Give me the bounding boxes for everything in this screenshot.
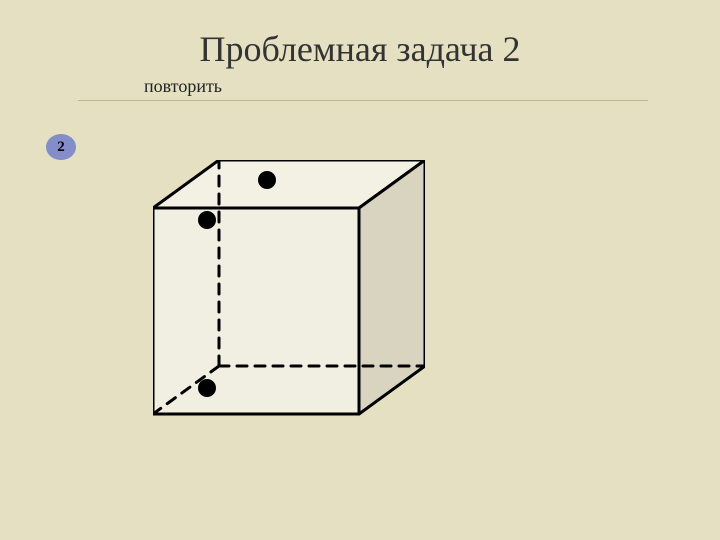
page-title: Проблемная задача 2 (0, 28, 720, 70)
cube-diagram (153, 160, 425, 430)
step-badge-label: 2 (57, 139, 65, 156)
step-badge[interactable]: 2 (46, 134, 76, 160)
subtitle-text: повторить (144, 76, 222, 97)
divider (78, 100, 648, 101)
cube-svg (153, 160, 425, 430)
